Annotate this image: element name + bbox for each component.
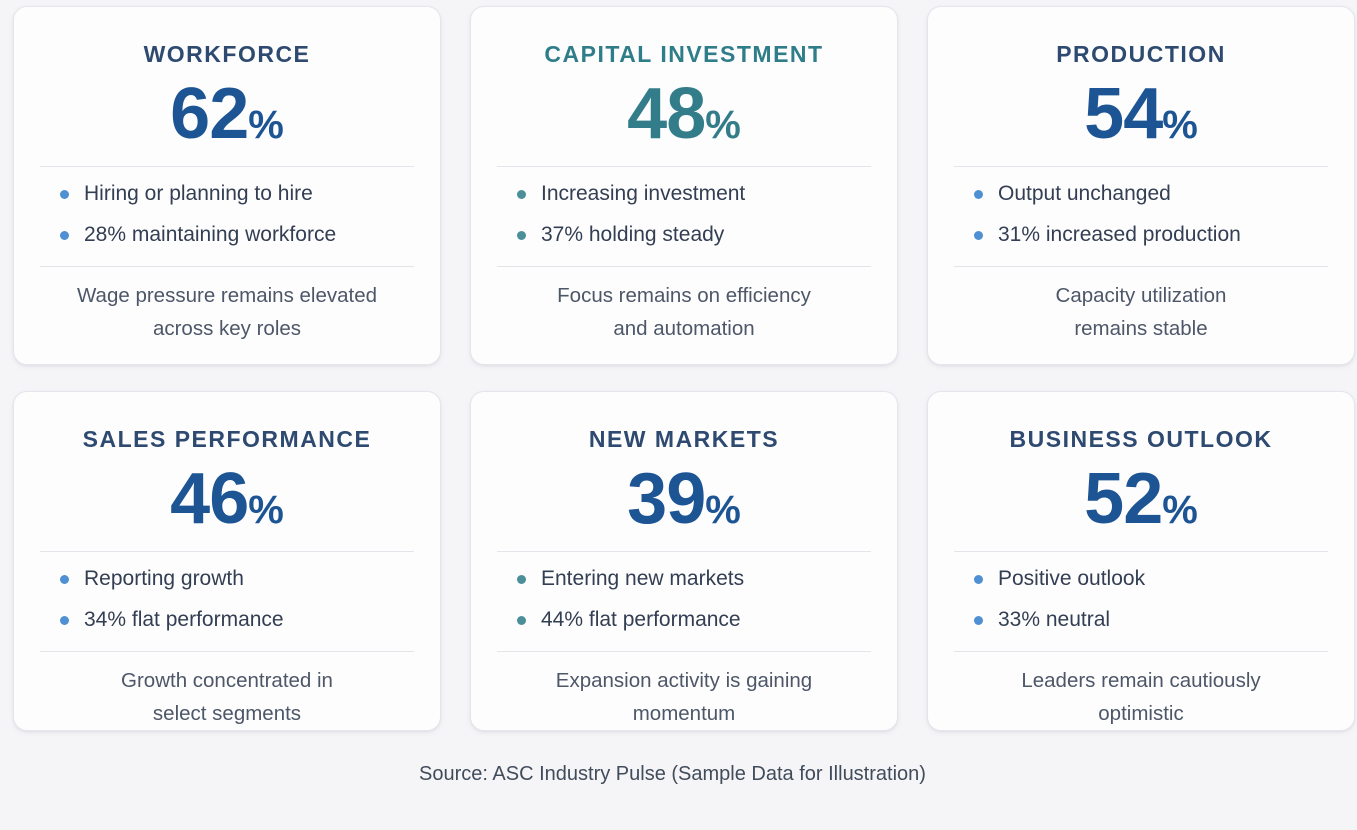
bullet-item: Hiring or planning to hire [60,179,414,209]
bullet-dot-icon [517,230,526,240]
divider [954,266,1328,268]
bullet-dot-icon [974,615,983,625]
stat-number: 39 [627,459,706,539]
percent-sign: % [705,488,741,532]
bullet-dot-icon [974,574,983,584]
bullet-dot-icon [60,230,69,240]
divider [40,551,414,553]
divider [40,166,414,168]
stat-card-production: PRODUCTION 54% Output unchanged 31% incr… [927,6,1355,365]
kpi-card-grid: WORKFORCE 62% Hiring or planning to hire… [13,6,1355,731]
bullet-item: 34% flat performance [60,605,414,635]
card-note: Capacity utilization remains stable [1055,284,1227,340]
bullet-dot-icon [60,574,69,584]
bullet-item: Output unchanged [974,179,1328,209]
bullet-label: Reporting growth [84,567,244,591]
stat-value: 48% [627,78,741,150]
divider [497,651,871,653]
bullet-item: 28% maintaining workforce [60,220,414,250]
bullet-item: Reporting growth [60,564,414,594]
card-title: CAPITAL INVESTMENT [544,41,824,67]
stat-number: 46 [170,459,249,539]
bullet-list: Output unchanged 31% increased productio… [954,179,1328,250]
divider [954,551,1328,553]
bullet-item: 33% neutral [974,605,1328,635]
bullet-label: Positive outlook [998,567,1146,591]
divider [40,266,414,268]
stat-value: 54% [1084,78,1198,150]
card-title: PRODUCTION [1056,41,1226,67]
bullet-item: Increasing investment [517,179,871,209]
percent-sign: % [248,103,284,147]
bullet-label: 33% neutral [998,608,1111,632]
stat-card-business-outlook: BUSINESS OUTLOOK 52% Positive outlook 33… [927,391,1355,731]
card-note: Leaders remain cautiously optimistic [1021,669,1261,725]
bullet-label: 44% flat performance [541,608,741,632]
percent-sign: % [705,103,741,147]
stat-number: 62 [170,74,249,154]
bullet-label: 31% increased production [998,223,1241,247]
bullet-item: 31% increased production [974,220,1328,250]
stat-number: 54 [1084,74,1163,154]
stat-number: 48 [627,74,706,154]
bullet-list: Reporting growth 34% flat performance [40,564,414,635]
card-note: Focus remains on efficiency and automati… [557,284,811,340]
bullet-dot-icon [517,615,526,625]
bullet-item: 37% holding steady [517,220,871,250]
card-title: WORKFORCE [143,41,311,67]
stat-value: 52% [1084,463,1198,535]
bullet-label: 37% holding steady [541,223,725,247]
stat-card-workforce: WORKFORCE 62% Hiring or planning to hire… [13,6,441,365]
bullet-list: Hiring or planning to hire 28% maintaini… [40,179,414,250]
card-note: Growth concentrated in select segments [121,669,333,725]
percent-sign: % [248,488,284,532]
bullet-label: Output unchanged [998,182,1171,206]
divider [954,651,1328,653]
card-title: NEW MARKETS [588,426,780,452]
source-attribution: Source: ASC Industry Pulse (Sample Data … [419,763,926,785]
stat-number: 52 [1084,459,1163,539]
bullet-label: Increasing investment [541,182,746,206]
bullet-list: Entering new markets 44% flat performanc… [497,564,871,635]
stat-value: 39% [627,463,741,535]
divider [497,266,871,268]
stat-card-sales-performance: SALES PERFORMANCE 46% Reporting growth 3… [13,391,441,731]
bullet-item: Entering new markets [517,564,871,594]
percent-sign: % [1162,488,1198,532]
stat-card-capital-investment: CAPITAL INVESTMENT 48% Increasing invest… [470,6,898,365]
bullet-item: Positive outlook [974,564,1328,594]
stat-value: 46% [170,463,284,535]
bullet-dot-icon [974,189,983,199]
bullet-label: Hiring or planning to hire [84,182,313,206]
divider [497,166,871,168]
bullet-label: Entering new markets [541,567,745,591]
stat-value: 62% [170,78,284,150]
bullet-dot-icon [517,574,526,584]
divider [497,551,871,553]
bullet-dot-icon [60,189,69,199]
card-note: Wage pressure remains elevated across ke… [76,284,378,340]
card-note: Expansion activity is gaining momentum [555,669,813,725]
divider [40,651,414,653]
bullet-label: 28% maintaining workforce [84,223,337,247]
divider [954,166,1328,168]
bullet-label: 34% flat performance [84,608,284,632]
bullet-item: 44% flat performance [517,605,871,635]
bullet-dot-icon [517,189,526,199]
card-title: BUSINESS OUTLOOK [1009,426,1273,452]
card-title: SALES PERFORMANCE [82,426,372,452]
bullet-dot-icon [974,230,983,240]
stat-card-new-markets: NEW MARKETS 39% Entering new markets 44%… [470,391,898,731]
bullet-list: Increasing investment 37% holding steady [497,179,871,250]
bullet-dot-icon [60,615,69,625]
bullet-list: Positive outlook 33% neutral [954,564,1328,635]
percent-sign: % [1162,103,1198,147]
